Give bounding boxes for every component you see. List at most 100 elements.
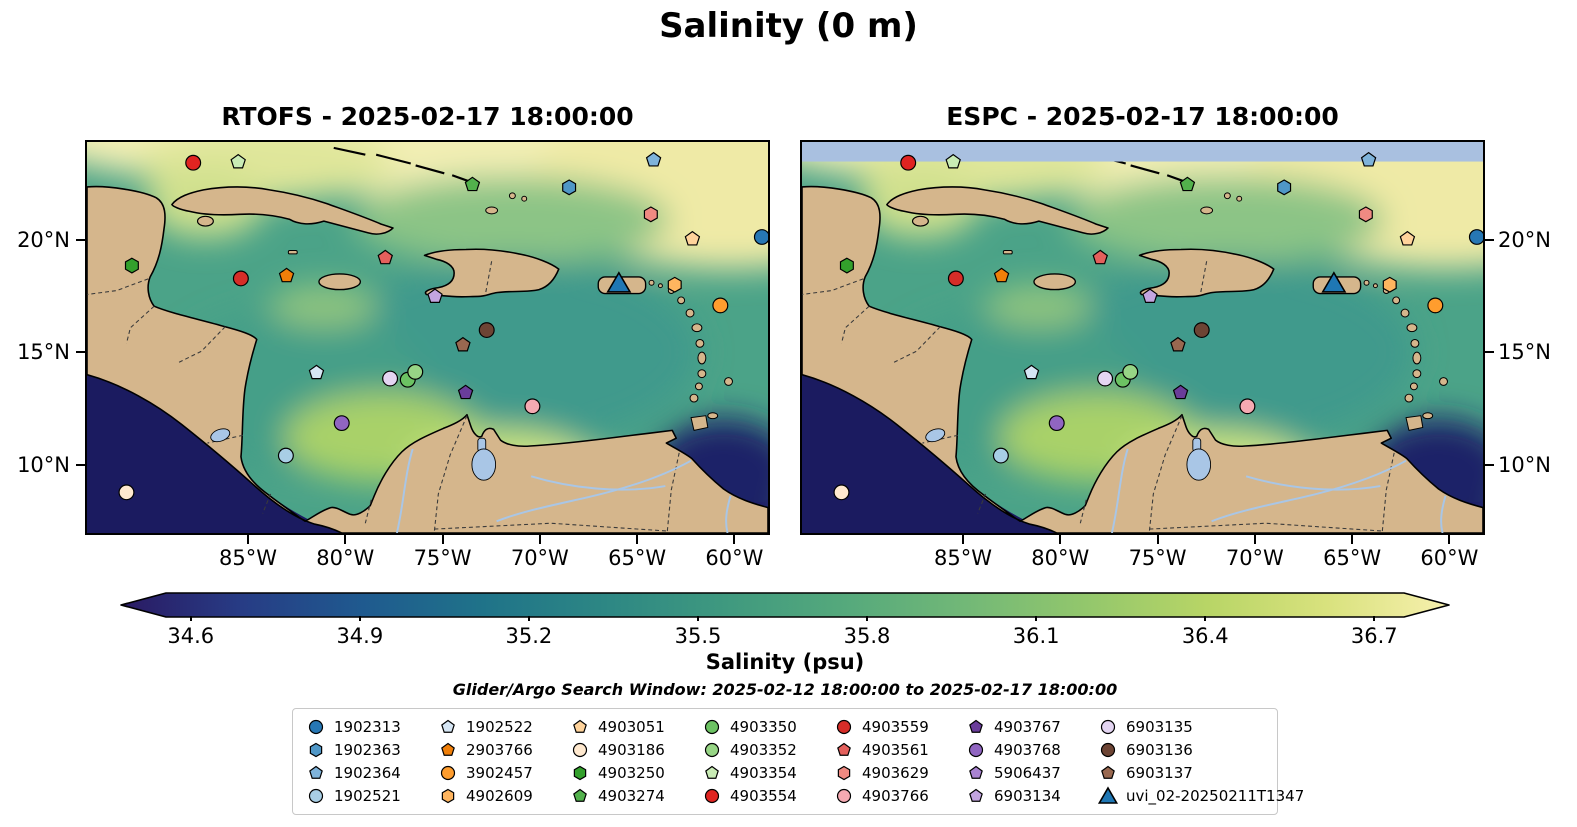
map-panel-espc — [800, 140, 1485, 535]
legend-label: 6903134 — [994, 787, 1061, 805]
x-tick-mark — [344, 535, 347, 544]
x-tick-label: 65°W — [1323, 546, 1382, 570]
mainland-america — [802, 185, 1483, 533]
legend-label: 6903136 — [1126, 741, 1193, 759]
hexagon-marker-icon — [573, 765, 587, 781]
legend-item-4903354: 4903354 — [701, 762, 823, 784]
circle-marker-icon — [1100, 719, 1116, 735]
legend-label: 1902521 — [334, 787, 401, 805]
triangle-marker-icon — [1097, 786, 1119, 804]
x-tick-label: 70°W — [510, 546, 569, 570]
hispaniola — [1138, 248, 1275, 298]
hexagon-marker-icon — [837, 765, 851, 781]
panel-title-rtofs: RTOFS - 2025-02-17 18:00:00 — [221, 102, 634, 131]
legend-item-1902313: 1902313 — [305, 716, 427, 738]
pentagon-marker-icon — [441, 742, 455, 756]
pentagon-marker-icon — [969, 788, 983, 802]
float-marker-4903354 — [230, 153, 246, 169]
float-marker-4903629 — [643, 206, 658, 223]
float-marker-4903766 — [1239, 398, 1256, 415]
circle-marker-icon — [308, 788, 324, 804]
lake-nicaragua — [925, 428, 946, 443]
x-tick-label: 85°W — [934, 546, 993, 570]
figure-title: Salinity (0 m) — [659, 6, 918, 46]
lake-maracaibo — [1186, 448, 1212, 481]
lakes — [925, 428, 1212, 481]
x-tick-label: 80°W — [316, 546, 375, 570]
float-marker-4903186 — [833, 484, 850, 501]
float-marker-6903137 — [1170, 336, 1186, 352]
float-marker-1902364 — [1360, 151, 1377, 167]
panel-title-espc: ESPC - 2025-02-17 18:00:00 — [946, 102, 1339, 131]
colorbar-tick-label: 36.1 — [1012, 624, 1060, 648]
x-tick-mark — [538, 535, 541, 544]
lesser-antilles — [1363, 279, 1448, 431]
float-marker-4902609 — [667, 276, 682, 293]
pentagon-marker-icon — [573, 719, 587, 733]
float-marker-1902522 — [1023, 364, 1040, 380]
cuba — [171, 186, 394, 235]
legend-item-4903559: 4903559 — [833, 716, 955, 738]
float-marker-1902313 — [1468, 229, 1483, 245]
legend-label: 4903352 — [730, 741, 797, 759]
legend-label: 6903135 — [1126, 718, 1193, 736]
float-marker-4903766 — [524, 398, 541, 415]
x-tick-mark — [636, 535, 639, 544]
colorbar-tick-mark — [1035, 616, 1038, 621]
rivers — [395, 448, 732, 533]
legend-label: 4902609 — [466, 787, 533, 805]
legend-label: 1902363 — [334, 741, 401, 759]
bahamas — [333, 146, 475, 185]
pentagon-marker-icon — [441, 719, 455, 733]
colorbar-tick-label: 34.9 — [336, 624, 384, 648]
legend-label: 4903250 — [598, 764, 665, 782]
float-marker-4903554 — [900, 154, 917, 171]
float-marker-4903561 — [1092, 249, 1108, 265]
circle-marker-icon — [308, 719, 324, 735]
legend-item-3902457: 3902457 — [437, 762, 559, 784]
legend-label: 1902522 — [466, 718, 533, 736]
float-marker-uvi_02-20250211T1347 — [1321, 271, 1347, 293]
colorbar-tick-mark — [1373, 616, 1376, 621]
legend-item-1902364: 1902364 — [305, 762, 427, 784]
float-marker-6903135 — [382, 370, 399, 387]
colorbar-tick-label: 35.8 — [843, 624, 891, 648]
legend-item-4903554: 4903554 — [701, 785, 823, 807]
float-marker-4903559 — [947, 270, 964, 287]
float-marker-1902363 — [562, 179, 577, 196]
legend-label: 4903274 — [598, 787, 665, 805]
float-marker-3902457 — [1427, 297, 1444, 314]
y-tick-mark — [76, 238, 85, 241]
legend-item-1902522: 1902522 — [437, 716, 559, 738]
legend-item-4903274: 4903274 — [569, 785, 691, 807]
legend-item-4903352: 4903352 — [701, 739, 823, 761]
legend-item-4902609: 4902609 — [437, 785, 559, 807]
small-islands — [287, 192, 528, 255]
map-panel-rtofs — [85, 140, 770, 535]
legend-item-uvi_02-20250211T1347: uvi_02-20250211T1347 — [1097, 785, 1304, 807]
rivers — [1110, 448, 1447, 533]
circle-marker-icon — [836, 788, 852, 804]
pacific-ocean — [802, 372, 1057, 533]
hexagon-marker-icon — [441, 788, 455, 804]
legend-item-4903629: 4903629 — [833, 762, 955, 784]
colorbar-label: Salinity (psu) — [705, 650, 865, 674]
legend-item-1902363: 1902363 — [305, 739, 427, 761]
float-marker-4903767 — [457, 384, 474, 400]
float-marker-4903354 — [945, 153, 961, 169]
float-marker-4903561 — [377, 249, 393, 265]
legend-label: 4903051 — [598, 718, 665, 736]
float-marker-4903768 — [333, 415, 350, 432]
float-marker-1902364 — [645, 151, 662, 167]
legend-label: 4903350 — [730, 718, 797, 736]
pentagon-marker-icon — [1101, 765, 1115, 779]
float-marker-4903352 — [407, 363, 424, 380]
pentagon-marker-icon — [969, 765, 983, 779]
x-tick-mark — [962, 535, 965, 544]
float-marker-6903137 — [455, 336, 471, 352]
legend-label: 4903768 — [994, 741, 1061, 759]
legend-label: 4903554 — [730, 787, 797, 805]
hexagon-marker-icon — [309, 742, 323, 758]
y-tick-label: 20°N — [17, 227, 70, 252]
hispaniola — [423, 248, 560, 298]
